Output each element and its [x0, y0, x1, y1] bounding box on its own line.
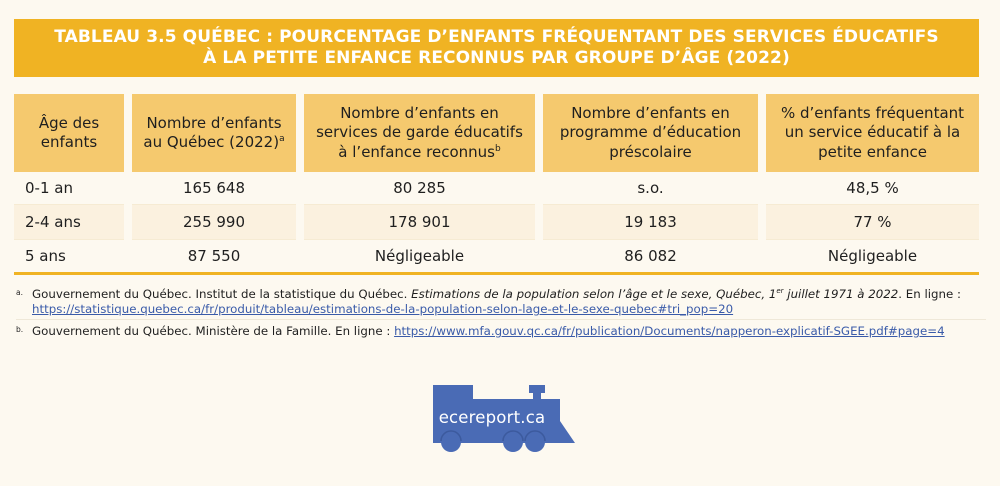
header-percent-line-1: % d’enfants fréquentant: [780, 103, 965, 122]
header-children-count-line-2: au Québec (2022)a: [143, 133, 284, 153]
footnote-a-title-end: juillet 1971 à 2022: [783, 287, 899, 301]
cell-percent: Négligeable: [766, 240, 979, 272]
table-bottom-rule: [14, 272, 979, 275]
train-icon: [433, 385, 575, 452]
footnote-b-source: Gouvernement du Québec. Ministère de la …: [32, 324, 395, 338]
header-percent-line-2: un service éducatif à la: [784, 123, 961, 142]
header-childcare-line-1: Nombre d’enfants en: [340, 103, 499, 122]
footnote-a-link[interactable]: https://statistique.quebec.ca/fr/produit…: [32, 302, 734, 316]
header-preschool-line-2: programme d’éducation: [559, 123, 742, 142]
header-age: Âge des enfants: [14, 94, 124, 172]
cell-age: 0-1 an: [14, 172, 124, 205]
header-childcare-line-3: à l’enfance reconnusb: [316, 143, 523, 163]
cell-percent: 77 %: [766, 205, 979, 240]
cell-children-count: 165 648: [132, 172, 296, 205]
header-childcare-services: Nombre d’enfants en services de garde éd…: [304, 94, 535, 172]
table-title-line-1: TABLEAU 3.5 QUÉBEC : POURCENTAGE D’ENFAN…: [54, 27, 939, 47]
header-children-count-text: au Québec (2022): [143, 133, 280, 151]
table-title-line-2: À LA PETITE ENFANCE RECONNUS PAR GROUPE …: [203, 48, 790, 68]
cell-childcare: 178 901: [304, 205, 535, 240]
footnotes: a. Gouvernement du Québec. Institut de l…: [16, 287, 986, 339]
cell-preschool: s.o.: [543, 172, 758, 205]
header-children-count: Nombre d’enfants au Québec (2022)a: [132, 94, 296, 172]
header-childcare-text: à l’enfance reconnus: [338, 142, 495, 161]
header-children-count-line-1: Nombre d’enfants: [146, 113, 282, 132]
footnote-b-link[interactable]: https://www.mfa.gouv.qc.ca/fr/publicatio…: [394, 324, 945, 338]
cell-childcare: 80 285: [304, 172, 535, 205]
header-preschool-line-1: Nombre d’enfants en: [571, 103, 730, 122]
cell-preschool: 86 082: [543, 240, 758, 272]
footnote-marker-b: b.: [16, 325, 24, 334]
cell-age: 2-4 ans: [14, 205, 124, 240]
footnote-a-title: Estimations de la population selon l’âge…: [411, 287, 898, 301]
footnote-a-ordinal: er: [776, 287, 784, 295]
footnote-b: b. Gouvernement du Québec. Ministère de …: [16, 324, 986, 339]
header-percent-attending: % d’enfants fréquentant un service éduca…: [766, 94, 979, 172]
cell-children-count: 255 990: [132, 205, 296, 240]
cell-children-count: 87 550: [132, 240, 296, 272]
header-preschool-line-3: préscolaire: [609, 142, 692, 161]
header-age-line-1: Âge des: [38, 113, 100, 132]
footnote-a-title-text: Estimations de la population selon l’âge…: [411, 287, 777, 301]
footnote-a: a. Gouvernement du Québec. Institut de l…: [16, 287, 986, 320]
header-childcare-line-2: services de garde éducatifs: [316, 123, 523, 142]
table-title: TABLEAU 3.5 QUÉBEC : POURCENTAGE D’ENFAN…: [14, 19, 979, 77]
footnote-a-source: Gouvernement du Québec. Institut de la s…: [32, 287, 412, 301]
footnote-a-online: . En ligne :: [898, 287, 961, 301]
cell-percent: 48,5 %: [766, 172, 979, 205]
footnote-ref-a: a: [279, 134, 285, 144]
cell-childcare: Négligeable: [304, 240, 535, 272]
header-preschool-program: Nombre d’enfants en programme d’éducatio…: [543, 94, 758, 172]
header-percent-line-3: petite enfance: [818, 142, 927, 161]
ecereport-logo[interactable]: ecereport.ca: [433, 385, 578, 453]
cell-age: 5 ans: [14, 240, 124, 272]
footnote-marker-a: a.: [16, 288, 23, 297]
footnote-ref-b: b: [494, 143, 501, 154]
cell-preschool: 19 183: [543, 205, 758, 240]
logo-text: ecereport.ca: [438, 408, 546, 427]
header-age-line-2: enfants: [40, 133, 98, 151]
